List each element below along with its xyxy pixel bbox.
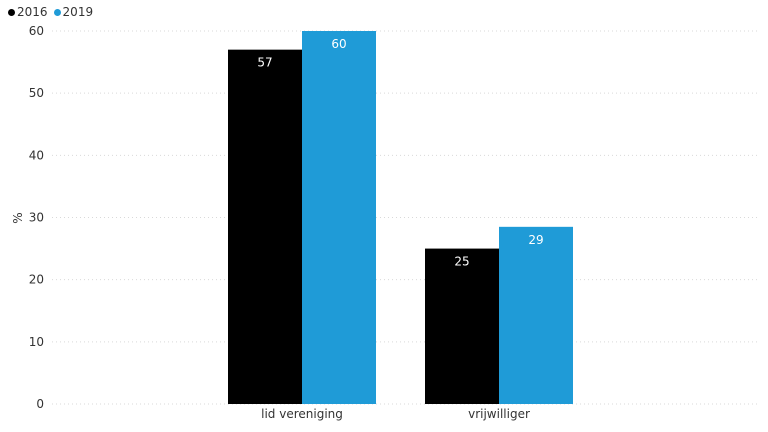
y-axis-ticks: 0 10 20 30 40 50 60 <box>29 24 44 411</box>
x-category-label: vrijwilliger <box>468 407 530 421</box>
bar-2019-1[interactable] <box>499 226 573 404</box>
x-axis-categories: lid vereniging vrijwilliger <box>261 407 530 421</box>
bar-2016-1[interactable] <box>425 248 499 404</box>
x-category-label: lid vereniging <box>261 407 343 421</box>
bars: 57 60 25 29 <box>228 31 573 405</box>
data-label: 25 <box>454 255 469 269</box>
bar-2019-0[interactable] <box>302 31 376 404</box>
y-axis-label: % <box>11 212 25 223</box>
legend-marker-2016 <box>8 8 15 16</box>
y-tick-label: 10 <box>29 335 44 349</box>
data-label: 29 <box>528 233 543 247</box>
legend: 2016 2019 <box>8 5 99 19</box>
y-tick-label: 50 <box>29 86 44 100</box>
y-tick-label: 0 <box>36 397 44 411</box>
data-label: 60 <box>331 37 346 51</box>
legend-item-2019[interactable]: 2019 <box>53 5 94 19</box>
y-tick-label: 20 <box>29 273 44 287</box>
legend-label-2019: 2019 <box>62 5 94 19</box>
y-tick-label: 40 <box>29 148 44 162</box>
legend-label-2016: 2016 <box>17 5 48 19</box>
legend-marker-2019 <box>53 8 61 16</box>
gridlines <box>52 30 760 405</box>
bar-2016-0[interactable] <box>228 49 302 405</box>
y-tick-label: 60 <box>29 24 44 38</box>
y-tick-label: 30 <box>29 211 44 225</box>
legend-item-2016[interactable]: 2016 <box>8 5 48 19</box>
data-label: 57 <box>257 56 272 70</box>
